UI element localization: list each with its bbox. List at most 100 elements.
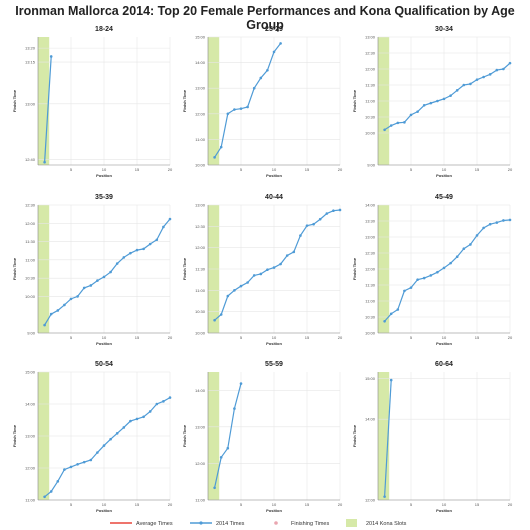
- data-point: [69, 465, 73, 469]
- x-axis-label: Position: [436, 173, 452, 178]
- data-point: [383, 128, 386, 132]
- x-tick-label: 10: [102, 502, 107, 507]
- data-point: [416, 110, 419, 113]
- y-tick-label: 13:00: [25, 101, 36, 106]
- x-tick-label: 20: [168, 502, 173, 507]
- y-tick-label: 12:40: [25, 157, 36, 162]
- y-tick-label: 11:30: [365, 283, 375, 288]
- y-tick-label: 14:00: [365, 203, 376, 208]
- y-tick-label: 9:00: [27, 331, 36, 336]
- kona-slot-band: [378, 372, 390, 500]
- data-point: [502, 219, 505, 222]
- y-tick-label: 11:00: [195, 137, 205, 142]
- y-axis-label: Finish Time: [352, 424, 357, 447]
- panel-title: 60-64: [435, 361, 453, 368]
- data-point: [148, 410, 152, 413]
- data-point: [299, 234, 302, 237]
- data-point: [416, 278, 419, 281]
- data-point: [429, 274, 433, 277]
- x-tick-label: 10: [272, 502, 277, 507]
- data-point: [462, 83, 466, 87]
- data-point: [495, 68, 499, 72]
- data-point: [219, 145, 223, 149]
- x-tick-label: 10: [102, 167, 107, 172]
- data-point: [63, 303, 66, 307]
- y-tick-label: 11:00: [365, 99, 375, 104]
- data-point: [279, 42, 282, 45]
- y-tick-label: 12:30: [365, 51, 376, 56]
- x-tick-label: 10: [102, 335, 107, 340]
- legend-label: Finishing Times: [291, 521, 329, 527]
- x-tick-label: 20: [508, 167, 513, 172]
- data-point: [508, 61, 512, 65]
- x-tick-label: 15: [475, 167, 480, 172]
- data-point: [56, 309, 60, 312]
- data-point: [109, 270, 112, 274]
- y-tick-label: 12:00: [365, 498, 376, 503]
- panel-title: 50-54: [95, 361, 113, 368]
- data-point: [259, 76, 263, 80]
- data-point: [383, 319, 386, 323]
- panel-35-39: 35-39 9:00 10:00 10:30 11:00 11:30 12:00 12:30 5…: [12, 194, 173, 346]
- chart-grid: 18-24 12:40 13:00 13:15 13:20 5 10 15 20 Position…: [12, 26, 513, 513]
- data-point: [155, 402, 159, 406]
- x-tick-label: 10: [272, 167, 277, 172]
- y-tick-label: 15:00: [365, 376, 376, 381]
- x-axis-label: Position: [96, 341, 112, 346]
- data-point: [162, 225, 165, 229]
- data-point: [285, 254, 289, 257]
- y-tick-label: 12:00: [195, 245, 206, 250]
- y-tick-label: 12:00: [365, 267, 376, 272]
- series-line: [44, 56, 52, 163]
- data-point: [226, 446, 230, 450]
- data-point: [455, 89, 459, 92]
- data-point: [389, 378, 393, 382]
- data-point: [226, 112, 230, 116]
- data-point: [102, 275, 106, 279]
- y-axis-label: Finish Time: [182, 89, 187, 112]
- data-point: [279, 262, 282, 266]
- data-point: [436, 270, 439, 274]
- data-point: [403, 289, 406, 293]
- data-point: [449, 261, 452, 265]
- y-tick-label: 10:30: [365, 115, 376, 120]
- data-point: [76, 295, 79, 298]
- data-point: [332, 209, 335, 212]
- y-tick-label: 11:30: [25, 239, 35, 244]
- y-tick-label: 10:00: [365, 131, 376, 136]
- data-point: [142, 415, 145, 419]
- panel-18-24: 18-24 12:40 13:00 13:15 13:20 5 10 15 20 Position…: [12, 26, 173, 178]
- legend-swatch: [346, 519, 357, 527]
- data-point: [305, 224, 309, 227]
- panel-55-59: 55-59 11:00 12:00 13:00 14:00 5 10 15 20 Position…: [182, 361, 343, 513]
- x-tick-label: 15: [135, 335, 140, 340]
- data-point: [63, 468, 66, 471]
- series-line: [44, 218, 171, 326]
- y-tick-label: 10:00: [25, 294, 36, 299]
- legend-swatch: [274, 521, 278, 525]
- data-point: [325, 212, 329, 215]
- data-point: [449, 94, 452, 97]
- data-point: [69, 297, 73, 301]
- x-tick-label: 5: [70, 335, 73, 340]
- panel-title: 25-29: [265, 26, 283, 33]
- x-tick-label: 15: [305, 502, 310, 507]
- data-point: [409, 113, 413, 117]
- data-point: [82, 460, 86, 464]
- x-axis-label: Position: [266, 173, 282, 178]
- y-tick-label: 10:30: [195, 309, 206, 314]
- y-tick-label: 14:00: [25, 402, 36, 407]
- panel-50-54: 50-54 11:00 12:00 13:00 14:00 15:00 5 10 15 20 Pos…: [12, 361, 173, 513]
- y-tick-label: 9:00: [367, 163, 376, 168]
- series-line: [44, 397, 171, 498]
- x-tick-label: 5: [410, 502, 413, 507]
- x-tick-label: 5: [410, 167, 413, 172]
- x-tick-label: 10: [442, 335, 447, 340]
- x-tick-label: 20: [168, 167, 173, 172]
- data-point: [213, 156, 216, 159]
- data-point: [312, 222, 315, 226]
- data-point: [508, 218, 512, 222]
- y-tick-label: 13:00: [365, 235, 376, 240]
- data-point: [115, 432, 119, 435]
- data-point: [469, 82, 472, 86]
